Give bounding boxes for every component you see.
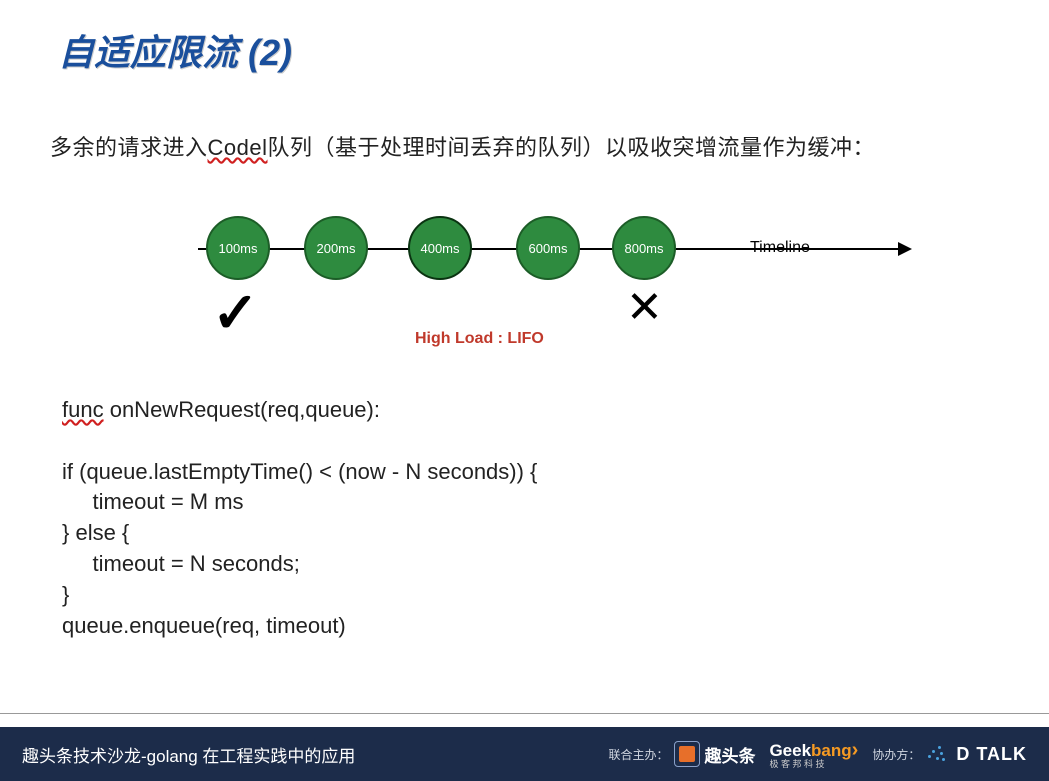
- intro-codel: Codel: [208, 135, 268, 160]
- code-l1: if (queue.lastEmptyTime() < (now - N sec…: [62, 459, 537, 484]
- code-l6: queue.enqueue(req, timeout): [62, 613, 346, 638]
- code-l3: } else {: [62, 520, 129, 545]
- intro-text: 多余的请求进入Codel队列（基于处理时间丢弃的队列）以吸收突增流量作为缓冲：: [50, 130, 875, 162]
- geek-o: bang: [811, 741, 852, 760]
- slide: 自适应限流 (2) 多余的请求进入Codel队列（基于处理时间丢弃的队列）以吸收…: [0, 0, 1049, 781]
- footer-main: 趣头条技术沙龙-golang 在工程实践中的应用: [22, 742, 594, 767]
- code-l5: }: [62, 582, 69, 607]
- timeline-node: 400ms: [408, 216, 472, 280]
- timeline-label: Timeline: [750, 239, 810, 257]
- intro-prefix: 多余的请求进入: [50, 135, 208, 160]
- host-label: 联合主办：: [608, 746, 668, 763]
- timeline-node: 100ms: [206, 216, 270, 280]
- dtalk-brand: D TALK: [956, 744, 1027, 765]
- coop-label: 协办方：: [872, 746, 920, 763]
- diagram-caption: High Load : LIFO: [415, 330, 544, 348]
- timeline-node: 600ms: [516, 216, 580, 280]
- timeline-diagram: Timeline 100ms 200ms 400ms 600ms 800ms ✓ ✕ H…: [150, 210, 910, 350]
- qutoutiao-brand: 趣头条: [704, 742, 755, 767]
- geek-w: Geek: [769, 741, 811, 760]
- code-l4: timeout = N seconds;: [62, 551, 300, 576]
- geek-caret-icon: ›: [852, 739, 859, 761]
- timeline-node: 200ms: [304, 216, 368, 280]
- intro-suffix: 队列（基于处理时间丢弃的队列）以吸收突增流量作为缓冲：: [268, 135, 876, 160]
- code-l2: timeout = M ms: [62, 489, 244, 514]
- dtalk-dots-icon: [926, 746, 946, 762]
- qutoutiao-logo-icon: [674, 741, 700, 767]
- code-func-kw: func: [62, 397, 104, 422]
- footer: 趣头条技术沙龙-golang 在工程实践中的应用 联合主办： 趣头条 Geekb…: [0, 727, 1049, 781]
- footer-divider: [0, 713, 1049, 727]
- geek-sub: 极 客 邦 科 技: [769, 760, 858, 769]
- slide-title: 自适应限流 (2): [58, 24, 292, 76]
- check-icon: ✓: [212, 280, 259, 346]
- code-sig: onNewRequest(req,queue):: [104, 397, 380, 422]
- code-block: func onNewRequest(req,queue): if (queue.…: [62, 395, 537, 641]
- timeline-node: 800ms: [612, 216, 676, 280]
- cross-icon: ✕: [626, 282, 663, 333]
- geekbang-logo: Geekbang› 极 客 邦 科 技: [769, 739, 858, 769]
